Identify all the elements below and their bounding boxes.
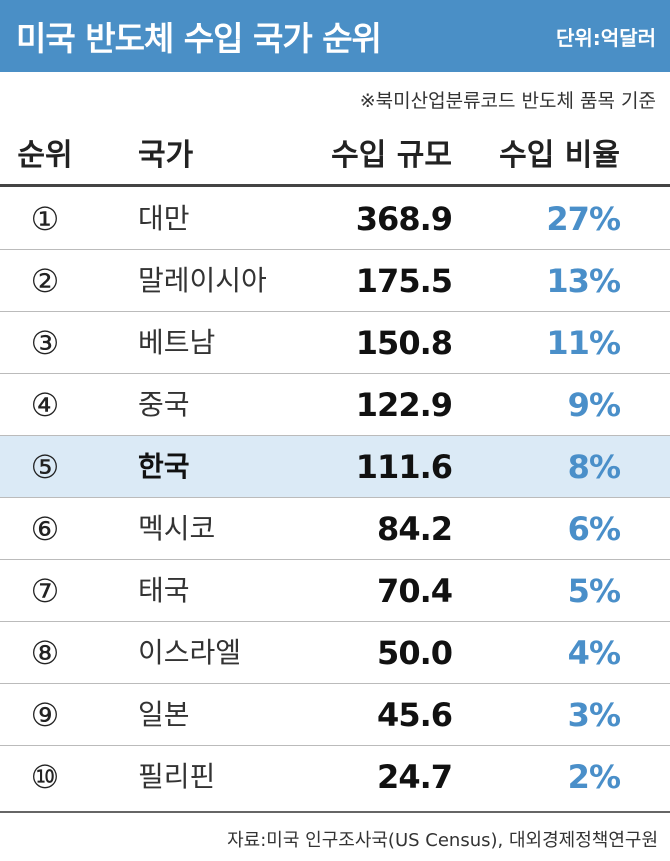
- bottom-rule: [0, 811, 670, 813]
- import-value: 368.9: [355, 200, 453, 238]
- country: 태국: [138, 574, 190, 607]
- country: 한국: [138, 450, 190, 483]
- import-share: 27%: [546, 200, 621, 238]
- country: 대만: [138, 202, 190, 235]
- rank: ⑨: [30, 696, 60, 734]
- note: ※북미산업분류코드 반도체 품목 기준: [359, 90, 656, 112]
- table-row: ④ 중국 122.9 9%: [0, 374, 670, 436]
- table-body: ① 대만 368.9 27% ② 말레이시아 175.5 13% ③ 베트남 150.8 11% ④ 중국…: [0, 188, 670, 807]
- column-headers: 순위 국가 수입 규모 수입 비율: [0, 130, 670, 182]
- import-value: 45.6: [377, 696, 453, 734]
- import-share: 2%: [567, 758, 621, 796]
- import-share: 13%: [546, 262, 621, 300]
- rank: ⑤: [30, 448, 60, 486]
- unit: 단위:억달러: [556, 26, 656, 50]
- country: 멕시코: [138, 512, 216, 545]
- rank: ③: [30, 324, 60, 362]
- country: 말레이시아: [138, 264, 267, 297]
- source: 자료:미국 인구조사국(US Census), 대외경제정책연구원: [227, 830, 658, 851]
- table-row: ⑧ 이스라엘 50.0 4%: [0, 622, 670, 684]
- import-value: 50.0: [377, 634, 453, 672]
- import-share: 8%: [567, 448, 621, 486]
- import-value: 24.7: [377, 758, 453, 796]
- rank: ⑧: [30, 634, 60, 672]
- country: 중국: [138, 388, 190, 421]
- table-row: ⑥ 멕시코 84.2 6%: [0, 498, 670, 560]
- country: 일본: [138, 698, 190, 731]
- table-row: ⑩ 필리핀 24.7 2%: [0, 746, 670, 807]
- column-header: 국가: [138, 138, 194, 173]
- table-row: ⑦ 태국 70.4 5%: [0, 560, 670, 622]
- header-rule: [0, 184, 670, 187]
- table-row: ① 대만 368.9 27%: [0, 188, 670, 250]
- country: 베트남: [138, 326, 216, 359]
- import-value: 70.4: [377, 572, 453, 610]
- country: 이스라엘: [138, 636, 242, 669]
- table-row: ⑨ 일본 45.6 3%: [0, 684, 670, 746]
- header-bar: 미국 반도체 수입 국가 순위 단위:억달러: [0, 0, 670, 72]
- table-row: ② 말레이시아 175.5 13%: [0, 250, 670, 312]
- import-share: 3%: [567, 696, 621, 734]
- import-value: 150.8: [355, 324, 453, 362]
- rank: ⑦: [30, 572, 60, 610]
- rank: ⑥: [30, 510, 60, 548]
- column-header: 수입 비율: [499, 138, 620, 173]
- import-share: 6%: [567, 510, 621, 548]
- table-row: ③ 베트남 150.8 11%: [0, 312, 670, 374]
- import-value: 111.6: [355, 448, 453, 486]
- rank: ②: [30, 262, 60, 300]
- country: 필리핀: [138, 760, 216, 793]
- import-value: 84.2: [377, 510, 453, 548]
- import-share: 5%: [567, 572, 621, 610]
- import-share: 9%: [567, 386, 621, 424]
- import-share: 11%: [546, 324, 621, 362]
- import-share: 4%: [567, 634, 621, 672]
- column-header: 순위: [17, 138, 73, 173]
- rank: ⑩: [30, 758, 60, 796]
- title: 미국 반도체 수입 국가 순위: [16, 19, 382, 58]
- import-value: 122.9: [355, 386, 453, 424]
- rank: ①: [30, 200, 60, 238]
- rank: ④: [30, 386, 60, 424]
- import-value: 175.5: [355, 262, 453, 300]
- table-row: ⑤ 한국 111.6 8%: [0, 436, 670, 498]
- column-header: 수입 규모: [331, 138, 452, 173]
